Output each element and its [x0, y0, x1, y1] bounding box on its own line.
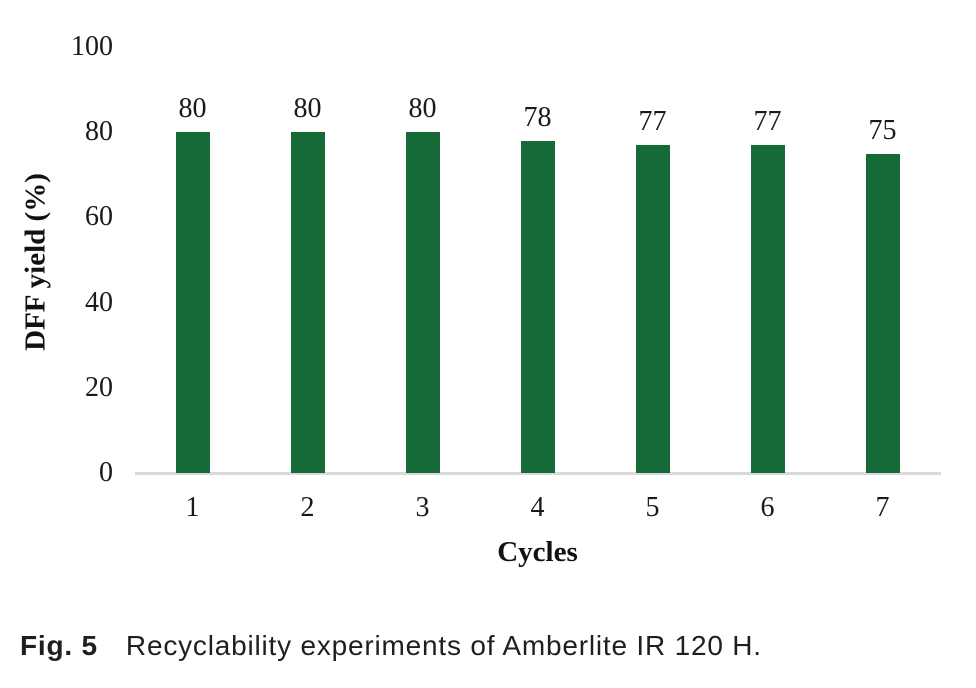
figure-label: Fig. 5: [20, 630, 98, 661]
x-tick-label: 3: [415, 492, 430, 523]
bar-value-label: 80: [178, 93, 207, 125]
y-tick-label: 100: [71, 31, 113, 62]
x-tick-label: 6: [760, 492, 775, 523]
bar-value-label: 78: [523, 101, 552, 133]
y-tick-label: 60: [85, 201, 113, 233]
bar: [290, 132, 325, 473]
x-tick-label: 1: [185, 492, 200, 523]
y-tick-label: 40: [85, 286, 113, 318]
x-axis-line: [135, 472, 941, 475]
bar: [865, 153, 900, 473]
bar-value-label: 80: [408, 93, 437, 125]
caption-text: Recyclability experiments of Amberlite I…: [125, 630, 762, 661]
plot-area: 80 80 80 78 77 77 75: [135, 47, 940, 473]
bar-value-label: 77: [753, 105, 782, 137]
bar-value-label: 77: [638, 105, 667, 137]
bar: [175, 132, 210, 473]
bar-value-label: 75: [868, 114, 897, 146]
bar: [635, 144, 670, 473]
x-tick-label: 5: [645, 492, 660, 523]
y-tick-label: 80: [85, 116, 113, 148]
y-tick-label: 0: [99, 457, 113, 488]
bar: [520, 140, 555, 473]
x-axis-title: Cycles: [497, 536, 578, 568]
bar: [405, 132, 440, 473]
x-tick-label: 7: [875, 492, 890, 523]
bar-value-label: 80: [293, 93, 322, 125]
y-tick-label: 20: [85, 371, 113, 403]
x-tick-label: 4: [530, 492, 545, 523]
y-axis-title: DFF yield (%): [19, 173, 52, 351]
bar: [750, 144, 785, 473]
x-tick-label: 2: [300, 492, 315, 523]
figure-caption: Fig. 5 Recyclability experiments of Amber…: [20, 630, 960, 662]
